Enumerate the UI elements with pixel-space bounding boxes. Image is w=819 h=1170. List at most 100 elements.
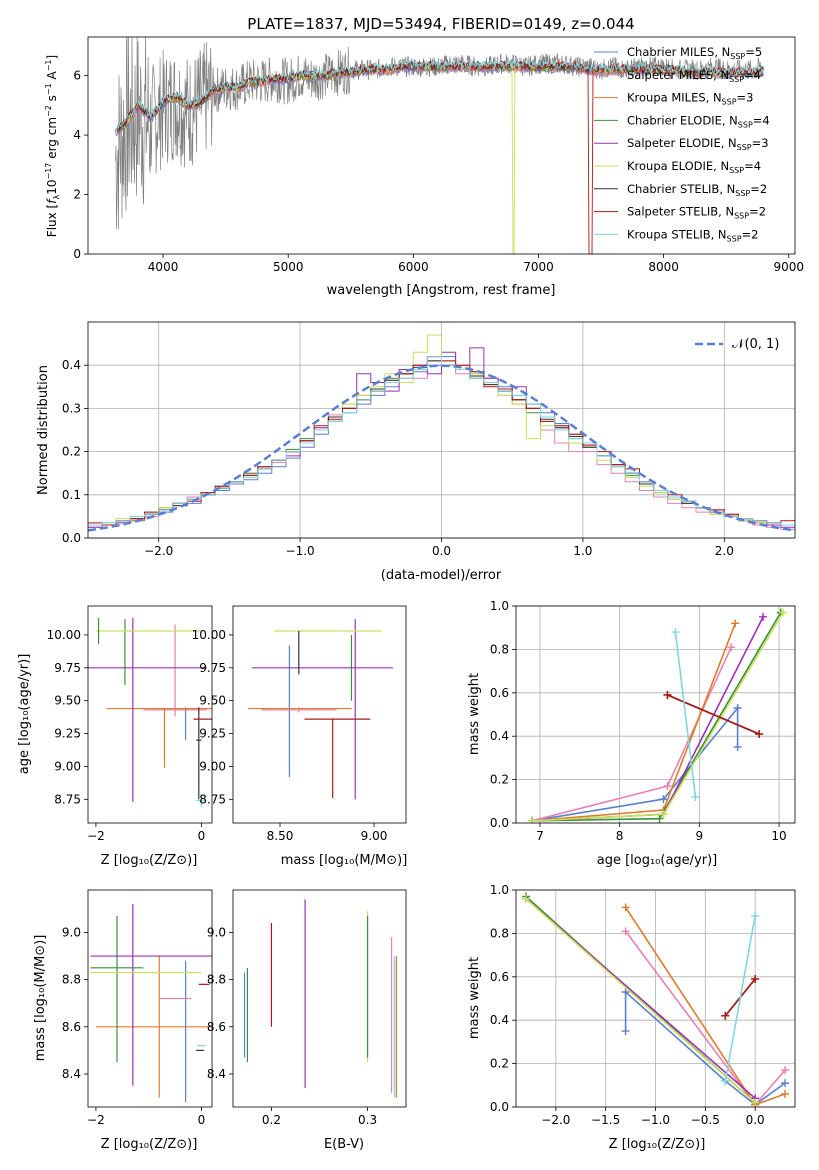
marker (663, 690, 672, 699)
y-tick-label: 8.75 (54, 792, 81, 806)
axes-frame (232, 889, 407, 1108)
axes-2: −2 0 8.75 9.00 9.25 9.50 9.75 10.00 (47, 605, 213, 843)
legend-label: Salpeter STELIB, NSSP=2 (627, 205, 766, 221)
x-tick-label: 0.2 (262, 1113, 281, 1127)
y-tick-label: 0.2 (490, 773, 509, 787)
plot-area (88, 334, 795, 532)
marker (621, 1027, 630, 1036)
axes-4: 7 8 9 10 0.0 0.2 0.4 0.6 0.8 1.0 (490, 599, 796, 843)
normal-curve (88, 364, 795, 532)
plot-area (88, 617, 212, 808)
hist-xlabel: (data-model)/error (381, 568, 502, 583)
x-tick-label: 8 (616, 829, 624, 843)
model-spectrum-line (115, 59, 764, 133)
legend-label: Chabrier STELIB, NSSP=2 (627, 182, 767, 198)
y-tick-label: 0.2 (490, 1057, 509, 1071)
axes-frame (87, 605, 213, 824)
y-tick-label: 9.25 (199, 727, 226, 741)
mass-weight-line (531, 612, 784, 822)
y-tick-label: 0.4 (490, 1013, 509, 1027)
y-tick-label: 0.4 (490, 729, 509, 743)
marker (727, 643, 736, 652)
x-tick-label: 0.3 (358, 1113, 377, 1127)
marker (781, 1079, 790, 1088)
y-tick-label: 6 (73, 69, 81, 83)
massebv-xlabel: E(B-V) (324, 1137, 364, 1152)
axes-frame (515, 889, 796, 1108)
y-tick-label: 0 (73, 247, 81, 261)
marker (671, 628, 680, 637)
x-tick-label: 2.0 (715, 544, 734, 558)
axes-frame (515, 605, 796, 824)
legend-label: Chabrier ELODIE, NSSP=4 (627, 113, 770, 129)
y-tick-label: 9.0 (207, 925, 226, 939)
x-tick-label: −2.0 (541, 1113, 570, 1127)
x-tick-label: 6000 (398, 260, 429, 274)
massz-ylabel: mass [log₁₀(M/M⊙)] (33, 935, 48, 1062)
axes-frame (87, 321, 796, 539)
marker (751, 974, 760, 983)
legend-label: Kroupa ELODIE, NSSP=4 (627, 159, 761, 175)
spectrum-ylabel: Flux [fλ10−17 erg cm−2 s−1 A−1] (44, 55, 61, 237)
y-tick-label: 9.75 (54, 661, 81, 675)
mass-weight-line (674, 631, 697, 798)
y-tick-label: 0.8 (490, 926, 509, 940)
legend-label: Salpeter ELODIE, NSSP=3 (627, 136, 769, 152)
y-tick-label: 9.00 (54, 759, 81, 773)
agez-xlabel: Z [log₁₀(Z/Z⊙)] (101, 853, 198, 868)
x-tick-label: 4000 (148, 260, 179, 274)
y-tick-label: 8.6 (62, 1020, 81, 1034)
y-tick-label: 9.25 (54, 727, 81, 741)
mwz-xlabel: Z [log₁₀(Z/Z⊙)] (609, 1137, 706, 1152)
y-tick-label: 0.0 (490, 816, 509, 830)
y-tick-label: 4 (73, 128, 81, 142)
x-tick-label: −2 (87, 829, 105, 843)
legend-label: 𝒩(0, 1) (732, 337, 779, 352)
x-tick-label: 9.00 (361, 829, 388, 843)
x-tick-label: 9000 (773, 260, 804, 274)
x-tick-label: 1.0 (573, 544, 592, 558)
mwz-ylabel: mass weight (467, 957, 482, 1039)
marker (721, 1076, 730, 1085)
x-tick-label: 5000 (273, 260, 304, 274)
marker (621, 927, 630, 936)
axes-frame (87, 36, 796, 255)
x-tick-label: −1.0 (641, 1113, 670, 1127)
y-tick-label: 9.50 (199, 694, 226, 708)
plot-area (115, 37, 765, 254)
y-tick-label: 9.00 (199, 759, 226, 773)
x-tick-label: 8.50 (267, 829, 294, 843)
plot-area (521, 892, 790, 1107)
axes-3: 8.50 9.00 8.75 9.00 9.25 9.50 9.75 10.00 (192, 605, 407, 843)
mwage-ylabel: mass weight (467, 673, 482, 755)
hist-ylabel: Normed distribution (36, 365, 51, 495)
y-tick-label: 0.8 (490, 642, 509, 656)
x-tick-label: −1.0 (286, 544, 315, 558)
mass-weight-line (531, 705, 739, 822)
axes-frame (232, 605, 407, 824)
marker (759, 612, 768, 621)
marker (663, 782, 672, 791)
y-tick-label: 8.8 (207, 973, 226, 987)
legend-label: Salpeter MILES, NSSP=4 (627, 68, 761, 84)
y-tick-label: 10.00 (47, 628, 81, 642)
marker (521, 894, 530, 903)
x-tick-label: −1.5 (591, 1113, 620, 1127)
y-tick-label: 9.75 (199, 661, 226, 675)
legend-label: Kroupa STELIB, NSSP=2 (627, 227, 758, 243)
axes-6: 0.2 0.3 8.4 8.6 8.8 9.0 (207, 889, 407, 1127)
x-tick-label: 0.0 (746, 1113, 765, 1127)
plot-area (90, 904, 212, 1103)
y-tick-label: 8.8 (62, 973, 81, 987)
marker (733, 703, 742, 712)
marker (655, 814, 664, 823)
marker (781, 1066, 790, 1075)
marker (755, 730, 764, 739)
mass-weight-line (724, 915, 756, 1082)
plot-area (527, 608, 788, 823)
marker (659, 795, 668, 804)
y-tick-label: 1.0 (490, 883, 509, 897)
y-tick-label: 0.1 (62, 488, 81, 502)
y-tick-label: 8.6 (207, 1020, 226, 1034)
x-tick-label: −0.5 (691, 1113, 720, 1127)
